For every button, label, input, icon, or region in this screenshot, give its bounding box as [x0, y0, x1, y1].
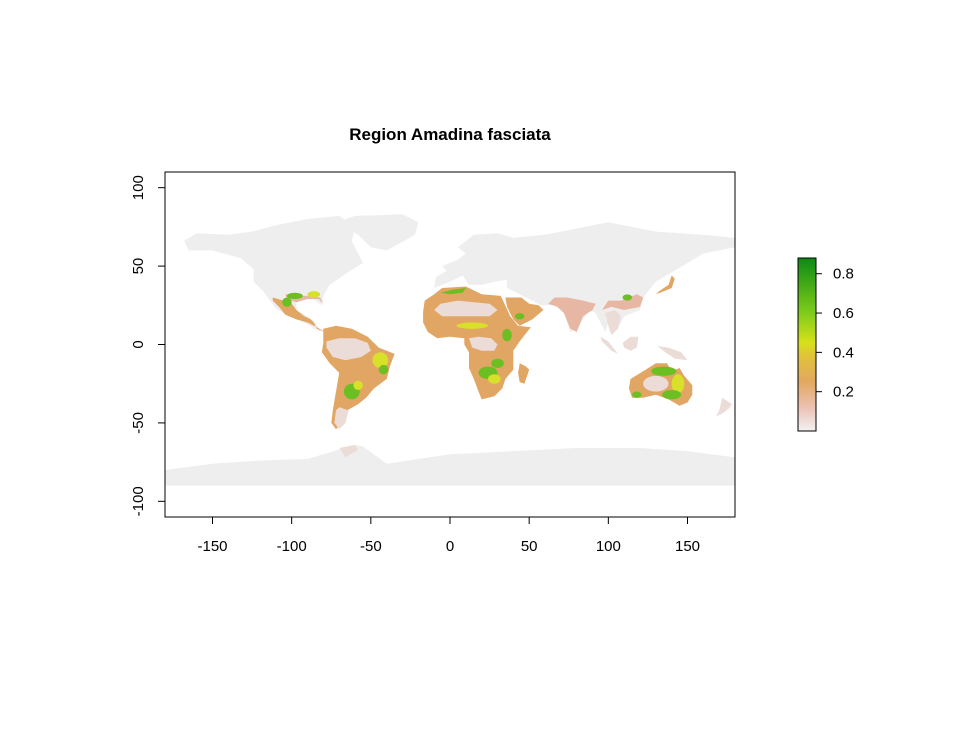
y-tick-label: 100 [130, 175, 147, 200]
x-tick-label: 100 [596, 538, 621, 555]
north-america-landmass [184, 215, 363, 332]
x-tick-label: 0 [446, 538, 454, 555]
north-africa-green [440, 288, 466, 295]
greenland-landmass [336, 214, 419, 251]
asia-landmass [507, 222, 735, 332]
australia-sw-green [632, 391, 642, 398]
congo-low [469, 336, 498, 351]
antarctica-landmass [165, 444, 735, 486]
antarctica-peninsula-tint [339, 444, 359, 458]
y-tick-label: 0 [130, 340, 147, 348]
zambia-green [491, 358, 504, 369]
brazil-green [378, 364, 389, 375]
legend-tick-label: 0.6 [833, 305, 854, 322]
south-asia-suitable [548, 297, 596, 332]
madagascar [518, 363, 530, 384]
y-tick-label: -100 [130, 486, 147, 516]
new-zealand [716, 397, 732, 417]
us-south-green [286, 292, 303, 300]
patagonia-low [334, 407, 349, 430]
borneo [622, 336, 639, 351]
sahara-low [434, 300, 498, 317]
chaco-yellow [353, 380, 363, 390]
china-green [622, 294, 633, 301]
legend-tick-label: 0.8 [833, 266, 854, 283]
se-asia-suitable [602, 294, 644, 310]
australia-interior-low [643, 375, 669, 392]
new-guinea [657, 346, 688, 361]
color-legend: 0.8 0.6 0.4 0.2 [797, 257, 854, 432]
sumatra [600, 336, 618, 354]
australia-north-green [651, 366, 677, 376]
amazon-low [326, 338, 371, 361]
x-axis: -150 -100 -50 0 50 100 150 [197, 516, 700, 555]
australia-east-yellow [671, 374, 685, 394]
x-tick-label: -50 [360, 538, 382, 555]
mexico-green [282, 297, 292, 307]
y-tick-label: 50 [130, 258, 147, 275]
southern-africa-yellow [488, 374, 501, 384]
y-axis: 100 50 0 -50 -100 [130, 175, 165, 516]
us-south-green-2 [307, 291, 321, 298]
sahel-yellow [456, 322, 488, 329]
east-africa-green [502, 328, 512, 342]
indochina [605, 310, 621, 336]
y-tick-label: -50 [130, 412, 147, 434]
arabia [505, 297, 544, 326]
australia-se-green [662, 389, 682, 400]
suitability-raster [165, 214, 735, 486]
x-tick-label: 50 [521, 538, 538, 555]
legend-tick-label: 0.2 [833, 384, 854, 401]
arabia-green [514, 313, 525, 320]
x-tick-label: -100 [277, 538, 307, 555]
x-tick-label: 150 [675, 538, 700, 555]
legend-colorbar [797, 257, 817, 432]
legend-tick-label: 0.4 [833, 344, 854, 361]
brazil-yellow [372, 352, 389, 369]
japan [655, 275, 675, 295]
map-title: Region Amadina fasciata [349, 125, 551, 144]
x-tick-label: -150 [197, 538, 227, 555]
